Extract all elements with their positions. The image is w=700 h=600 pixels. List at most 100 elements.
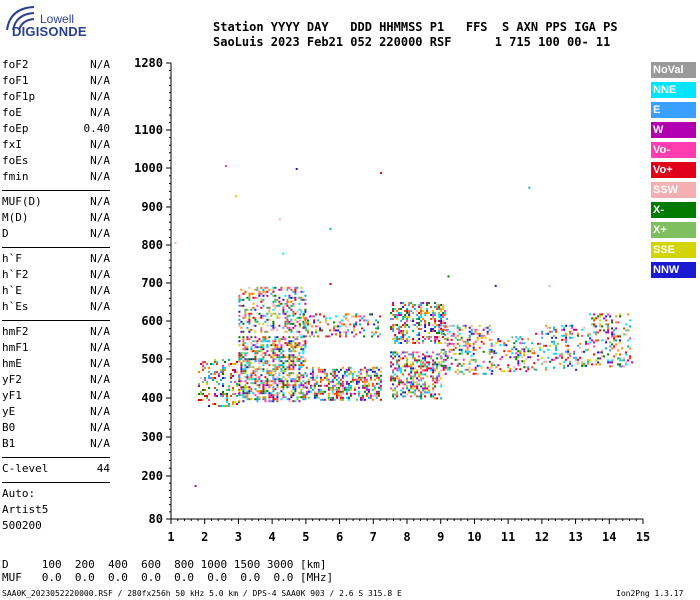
param-row: fmin N/A — [2, 170, 110, 186]
echo-point — [448, 350, 451, 353]
echo-point — [416, 371, 419, 374]
echo-point — [507, 340, 510, 343]
echo-point — [262, 322, 265, 325]
echo-point — [337, 376, 340, 379]
echo-point — [272, 374, 275, 377]
echo-point — [561, 354, 564, 357]
echo-point — [296, 336, 299, 339]
echo-point — [377, 386, 380, 389]
echo-point — [222, 377, 224, 379]
echo-point — [260, 380, 263, 383]
echo-point — [311, 388, 314, 391]
echo-point — [365, 368, 368, 371]
echo-point — [264, 354, 267, 357]
echo-point — [262, 314, 265, 317]
echo-point — [288, 336, 291, 339]
echo-point — [300, 296, 303, 299]
echo-point — [551, 330, 554, 333]
echo-point — [292, 360, 295, 363]
echo-point — [371, 313, 374, 316]
echo-point — [629, 325, 632, 328]
echo-point — [476, 336, 479, 339]
param-value: N/A — [90, 138, 110, 151]
echo-point — [240, 388, 243, 391]
echo-point — [296, 316, 299, 319]
echo-point — [317, 392, 320, 395]
echo-point — [434, 302, 437, 304]
echo-point — [567, 350, 570, 353]
echo-point — [493, 352, 496, 355]
echo-point — [266, 350, 269, 353]
echo-point — [298, 368, 301, 371]
echo-point — [625, 353, 628, 356]
echo-point — [353, 315, 356, 318]
echo-point — [208, 405, 210, 407]
echo-point — [555, 330, 558, 333]
echo-point — [486, 366, 489, 369]
echo-point — [268, 400, 271, 403]
echo-point — [248, 286, 251, 289]
echo-point — [274, 372, 277, 375]
echo-point — [420, 312, 423, 314]
echo-point — [317, 396, 320, 399]
echo-point — [442, 320, 445, 322]
echo-point — [472, 332, 475, 335]
echo-point — [404, 334, 407, 336]
echo-point — [282, 370, 285, 373]
echo-point — [365, 392, 368, 395]
echo-point — [240, 330, 243, 333]
echo-point — [200, 399, 202, 401]
echo-point — [438, 306, 441, 308]
echo-point — [424, 387, 427, 390]
echo-point — [304, 396, 307, 399]
echo-point — [339, 382, 342, 385]
echo-point — [244, 384, 247, 387]
echo-point — [238, 310, 241, 313]
echo-point — [420, 314, 423, 316]
echo-point — [300, 384, 303, 387]
echo-point — [258, 378, 261, 381]
echo-point — [595, 363, 598, 366]
echo-point — [256, 384, 259, 387]
echo-point — [432, 375, 435, 378]
echo-point — [333, 368, 336, 371]
echo-point — [292, 386, 295, 389]
echo-point — [428, 332, 431, 334]
echo-point — [599, 313, 602, 316]
echo-point — [430, 367, 433, 370]
echo-point — [390, 355, 393, 358]
echo-point — [254, 354, 257, 357]
echo-point — [392, 304, 395, 306]
echo-point — [408, 316, 411, 318]
echo-point — [625, 329, 628, 332]
echo-point — [337, 386, 340, 389]
echo-point — [567, 344, 570, 347]
param-value: N/A — [90, 325, 110, 338]
echo-point — [482, 328, 485, 331]
echo-point — [452, 344, 455, 347]
echo-point — [428, 385, 431, 388]
echo-point — [309, 315, 312, 318]
echo-point — [611, 333, 614, 336]
echo-point — [268, 384, 271, 387]
echo-point — [238, 324, 241, 327]
echo-point — [470, 332, 473, 335]
echo-point — [242, 390, 245, 393]
y-tick-label: 800 — [141, 238, 163, 252]
echo-point — [222, 395, 224, 397]
echo-point — [527, 356, 530, 359]
echo-point — [396, 328, 399, 330]
echo-point — [299, 325, 302, 328]
echo-point — [335, 333, 338, 336]
param-divider — [2, 482, 110, 483]
echo-point — [256, 350, 259, 353]
echo-point — [454, 352, 457, 355]
echo-point — [304, 344, 307, 347]
echo-point — [420, 363, 423, 366]
echo-point — [238, 336, 241, 339]
echo-point — [266, 306, 269, 309]
echo-point — [394, 389, 397, 392]
echo-point — [347, 313, 350, 316]
echo-point — [244, 354, 247, 357]
y-tick-label: 1000 — [134, 161, 163, 175]
